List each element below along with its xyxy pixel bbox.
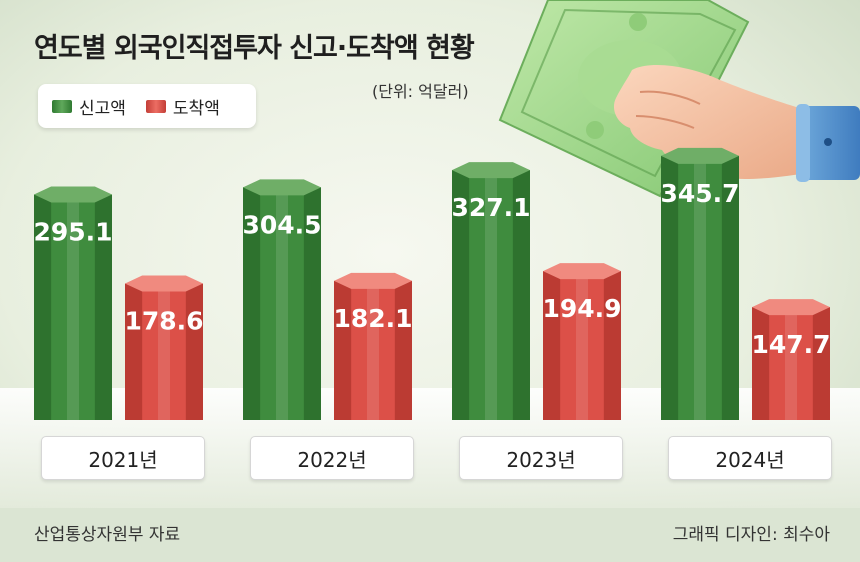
data-label-report-1: 304.5 [242,210,321,239]
bar-left-side-report-0 [34,194,52,420]
bar-right-side-arrival-3 [812,307,830,420]
bar-cap-arrival-1 [334,272,412,289]
data-label-report-0: 295.1 [33,218,112,247]
data-label-arrival-1: 182.1 [333,304,412,333]
legend-swatch-red [145,99,166,113]
bar-left-side-arrival-0 [125,283,143,420]
bar-cap-report-1 [243,179,321,196]
year-label-2022: 2022년 [250,436,414,480]
bar-cap-report-0 [34,186,112,203]
bar-left-side-arrival-1 [334,280,352,420]
bar-left-side-arrival-3 [752,307,770,420]
bar-highlight-report-3 [694,155,706,420]
data-label-arrival-0: 178.6 [124,307,203,336]
data-label-report-3: 345.7 [660,179,739,208]
bar-right-side-arrival-1 [394,280,412,420]
bar-right-side-report-3 [721,155,739,420]
unit-label: (단위: 억달러) [372,82,469,101]
bar-cap-report-3 [661,147,739,164]
legend-swatch-green [52,99,72,113]
legend-item-arrival: 도착액 [145,94,220,119]
bar-highlight-arrival-3 [785,307,797,420]
data-label-arrival-2: 194.9 [542,294,621,323]
year-label-2024: 2024년 [668,436,832,480]
bar-highlight-arrival-1 [367,280,379,420]
bar-cap-arrival-2 [543,263,621,280]
legend-label-arrival: 도착액 [172,98,220,119]
bar-highlight-arrival-0 [158,283,170,420]
bar-highlight-arrival-2 [576,271,588,420]
year-label-2021: 2021년 [41,436,205,480]
bar-right-side-report-2 [512,170,530,420]
bar-highlight-report-1 [276,187,288,420]
bar-left-side-report-1 [243,187,261,420]
credit-text: 그래픽 디자인: 최수아 [672,525,830,545]
bar-right-side-arrival-2 [603,271,621,420]
bar-highlight-report-2 [485,170,497,420]
bar-left-side-report-2 [452,170,470,420]
bar-cap-arrival-3 [752,299,830,316]
bar-right-side-report-0 [94,194,112,420]
data-label-arrival-3: 147.7 [751,330,830,359]
bar-cap-report-2 [452,162,530,179]
chart-title: 연도별 외국인직접투자 신고·도착액 현황 [34,33,475,64]
bar-right-side-arrival-0 [185,283,203,420]
bar-right-side-report-1 [303,187,321,420]
legend: 신고액 도착액 [38,84,256,128]
bar-left-side-report-3 [661,155,679,420]
hand-icon [613,65,860,182]
bar-highlight-report-0 [67,194,79,420]
year-label-2023: 2023년 [459,436,623,480]
data-label-report-2: 327.1 [451,193,530,222]
source-text: 산업통상자원부 자료 [34,525,181,545]
bar-cap-arrival-0 [125,275,203,292]
bar-left-side-arrival-2 [543,271,561,420]
legend-item-report: 신고액 [52,94,126,119]
legend-label-report: 신고액 [79,98,126,119]
